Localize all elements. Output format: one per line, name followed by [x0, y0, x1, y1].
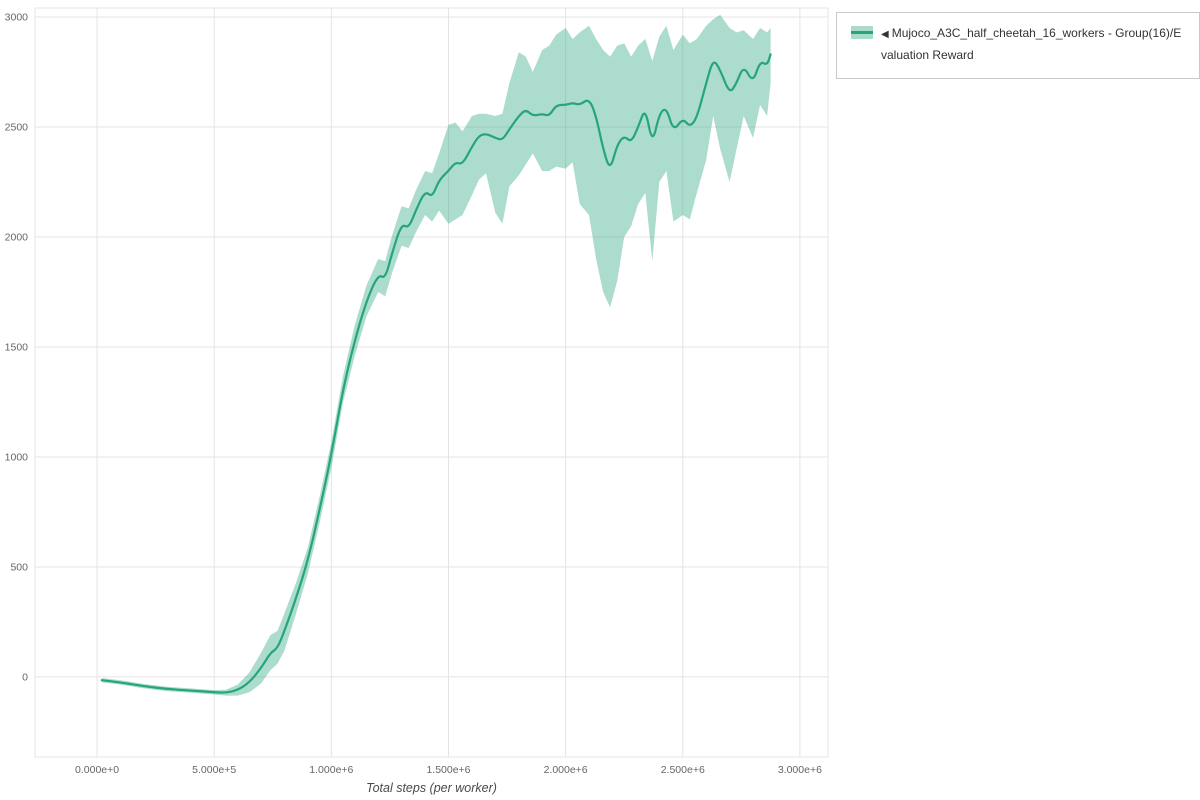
- legend-series-swatch: [851, 26, 873, 39]
- plot-border: [34, 7, 829, 758]
- y-tick-label: 0: [22, 671, 28, 683]
- y-tick-label: 3000: [5, 12, 29, 24]
- x-tick-label: 0.000e+0: [75, 764, 119, 776]
- x-tick-label: 1.500e+6: [426, 764, 470, 776]
- x-tick-label: 2.000e+6: [544, 764, 588, 776]
- x-tick-label: 1.000e+6: [309, 764, 353, 776]
- y-tick-label: 1000: [5, 451, 29, 463]
- legend-entry[interactable]: ◀ Mujoco_A3C_half_cheetah_16_workers - Gr…: [881, 23, 1187, 66]
- legend-series-label: Mujoco_A3C_half_cheetah_16_workers - Gro…: [881, 26, 1182, 62]
- legend-series-line-icon: [851, 31, 873, 34]
- gridlines: [35, 8, 828, 757]
- y-tick-label: 2000: [5, 231, 29, 243]
- legend-collapse-icon[interactable]: ◀: [881, 29, 889, 40]
- x-tick-label: 5.000e+5: [192, 764, 236, 776]
- confidence-band: [101, 14, 771, 696]
- legend[interactable]: ◀ Mujoco_A3C_half_cheetah_16_workers - Gr…: [836, 12, 1200, 79]
- y-tick-label: 2500: [5, 122, 29, 134]
- tick-labels: 0.000e+0 5.000e+5 1.000e+6 1.500e+6 2.000e+6…: [5, 12, 822, 776]
- x-tick-label: 3.000e+6: [778, 764, 822, 776]
- y-tick-label: 500: [10, 561, 28, 573]
- x-tick-label: 2.500e+6: [661, 764, 705, 776]
- x-axis-label: Total steps (per worker): [366, 781, 497, 795]
- mean-line: [100, 53, 772, 694]
- y-tick-label: 1500: [5, 341, 29, 353]
